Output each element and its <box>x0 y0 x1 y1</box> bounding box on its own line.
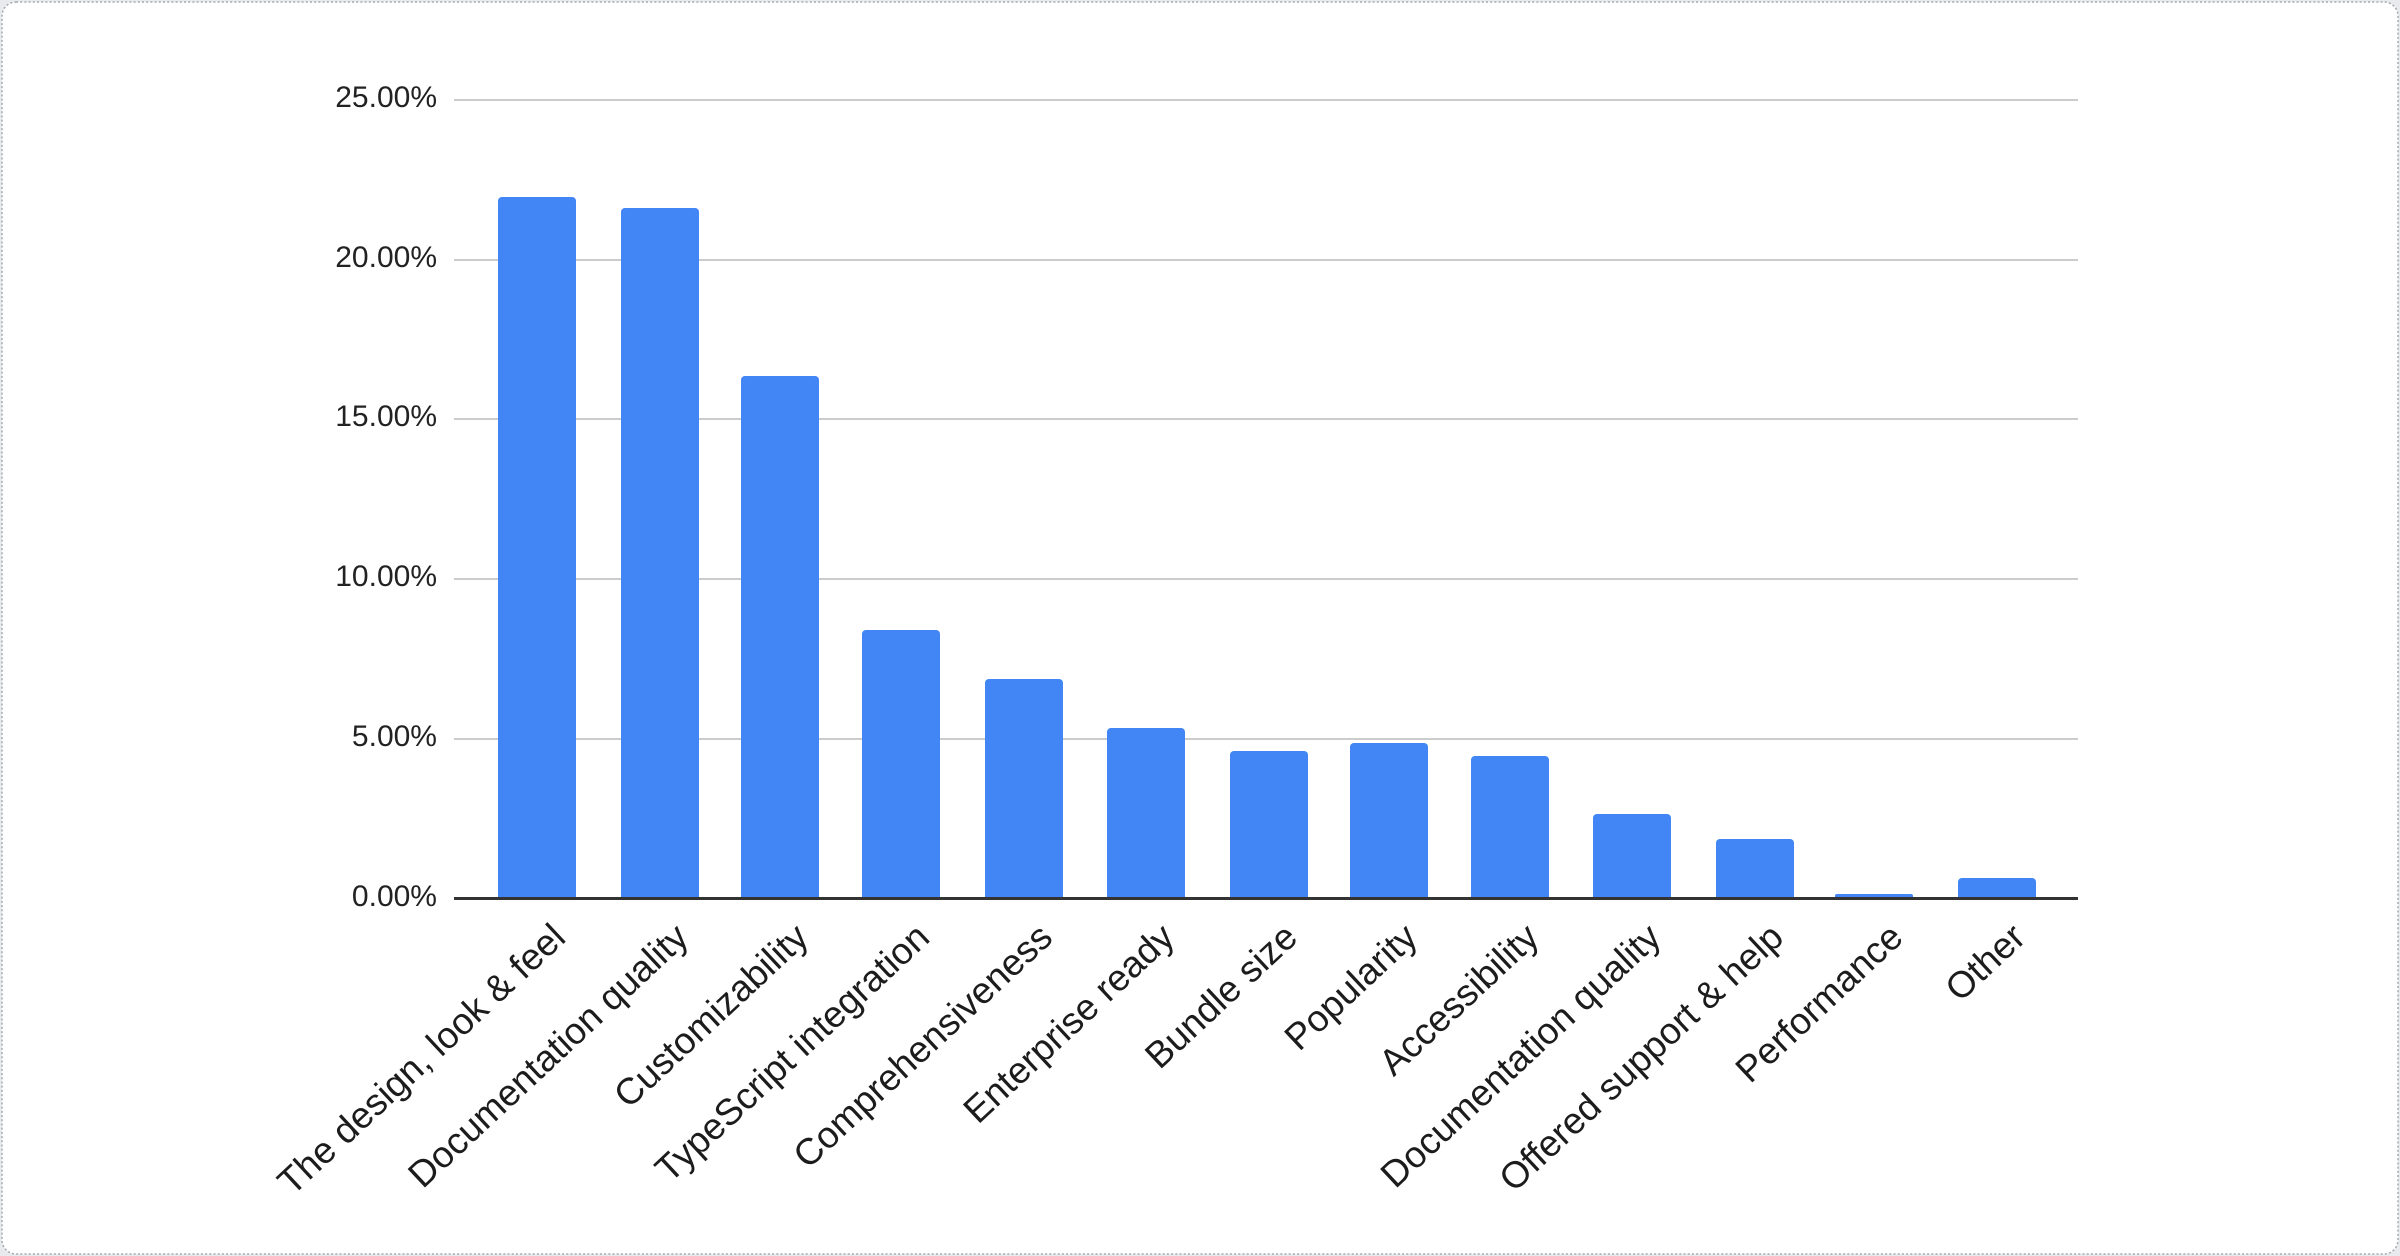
svg-text:Other: Other <box>1937 916 2033 1009</box>
svg-text:Enterprise ready: Enterprise ready <box>955 916 1182 1131</box>
